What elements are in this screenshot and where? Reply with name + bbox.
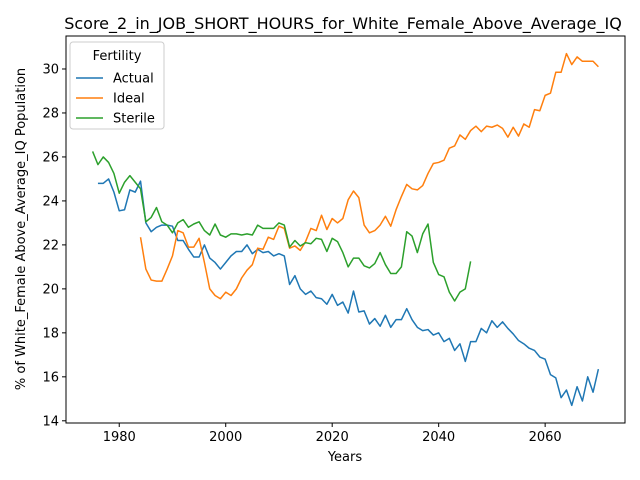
legend-title: Fertility [93, 49, 142, 64]
series-line-ideal [139, 52, 599, 300]
x-tick-label: 2000 [209, 430, 242, 445]
legend-label-sterile: Sterile [113, 112, 155, 127]
y-tick-label: 18 [42, 326, 59, 341]
y-tick-label: 24 [42, 194, 59, 209]
series-line-actual [97, 178, 600, 407]
y-tick-label: 30 [42, 62, 59, 77]
x-tick-label: 1980 [103, 430, 136, 445]
legend-label-ideal: Ideal [113, 92, 145, 107]
x-tick-label: 2040 [422, 430, 455, 445]
y-tick-label: 20 [42, 282, 59, 297]
chart-title: Score_2_in_JOB_SHORT_HOURS_for_White_Fem… [64, 14, 622, 34]
plot-lines [91, 52, 600, 407]
plot-frame [65, 35, 626, 424]
y-tick-label: 26 [42, 150, 59, 165]
y-axis-label: % of White_Female Above_Average_IQ Popul… [14, 68, 29, 390]
y-tick-label: 16 [42, 370, 59, 385]
x-tick-label: 2060 [529, 430, 562, 445]
legend-entries: Actual Ideal Sterile [76, 72, 155, 127]
x-axis-label: Years [327, 450, 363, 465]
y-tick-label: 22 [42, 238, 59, 253]
legend-label-actual: Actual [113, 72, 154, 87]
y-tick-label: 14 [42, 414, 59, 429]
y-axis-ticks: 14 16 18 20 22 24 26 28 30 [42, 62, 66, 429]
series-line-sterile [91, 151, 472, 302]
legend: Fertility Actual Ideal Sterile [69, 41, 165, 130]
x-axis-ticks: 1980 2000 2020 2040 2060 [103, 423, 562, 445]
legend-box [69, 41, 165, 130]
y-tick-label: 28 [42, 106, 59, 121]
x-tick-label: 2020 [316, 430, 349, 445]
